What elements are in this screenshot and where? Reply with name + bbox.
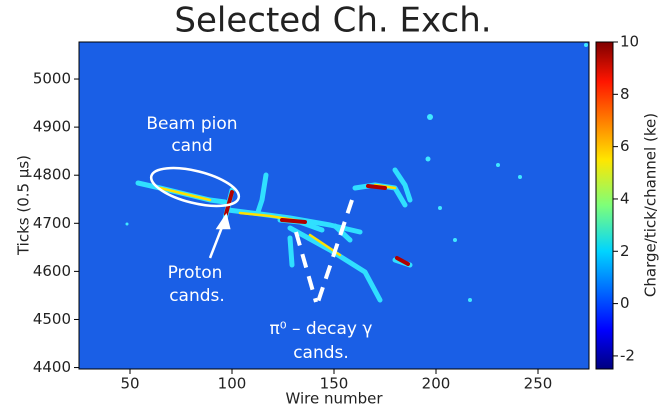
y-tick-label: 4500 [33,310,71,328]
annotation: cand [171,136,212,156]
y-axis-label: Ticks (0.5 μs) [15,155,33,256]
annotation: cands. [169,286,225,306]
x-tick-label: 50 [120,375,139,393]
colorbar-tick-label: 6 [620,137,630,155]
x-tick-label: 250 [524,375,553,393]
y-tick-label: 4900 [33,118,71,136]
annotation: π⁰ – decay γ [270,319,373,339]
x-tick-label: 100 [218,375,247,393]
y-tick-label: 4600 [33,262,71,280]
colorbar-tick-label: 2 [620,242,630,260]
x-tick-label: 150 [320,375,349,393]
colorbar-tick-label: 4 [620,189,630,207]
y-tick-label: 4800 [33,166,71,184]
y-tick-label: 5000 [33,70,71,88]
colorbar-tick-label: -2 [620,346,635,364]
colorbar [596,42,613,369]
plot-background [79,42,589,369]
colorbar-tick-label: 10 [620,33,639,51]
tracks [125,43,588,303]
annotation: cands. [293,343,349,363]
colorbar-frame [595,41,614,370]
colorbar-tick-label: 8 [620,85,630,103]
y-tick-label: 4400 [33,358,71,376]
x-tick-label: 200 [422,375,451,393]
x-axis-label: Wire number [285,390,383,408]
annotation-marks [149,166,354,303]
colorbar-tick-label: 0 [620,294,630,312]
y-tick-label: 4700 [33,214,71,232]
annotation: Proton [168,263,223,283]
colorbar-label: Charge/tick/channel (ke) [642,113,660,297]
annotation: Beam pion [146,114,237,134]
chart-title: Selected Ch. Exch. [174,1,491,41]
